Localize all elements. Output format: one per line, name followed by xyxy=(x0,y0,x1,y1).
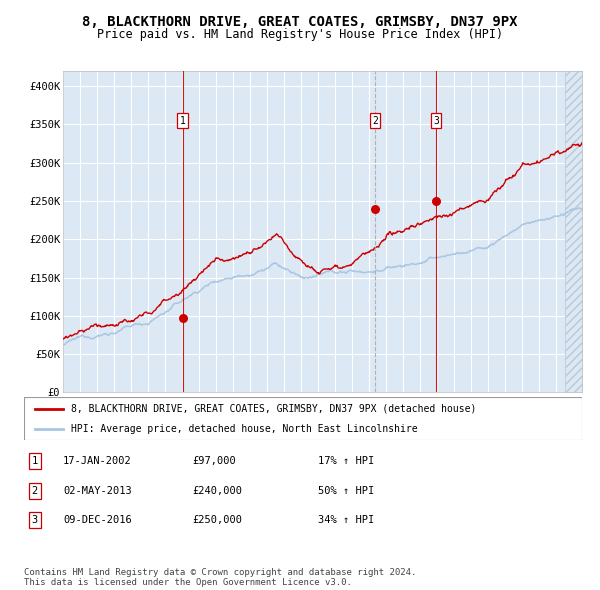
Text: 34% ↑ HPI: 34% ↑ HPI xyxy=(318,516,374,525)
Text: 09-DEC-2016: 09-DEC-2016 xyxy=(63,516,132,525)
Text: Contains HM Land Registry data © Crown copyright and database right 2024.
This d: Contains HM Land Registry data © Crown c… xyxy=(24,568,416,587)
Text: HPI: Average price, detached house, North East Lincolnshire: HPI: Average price, detached house, Nort… xyxy=(71,424,418,434)
Text: 1: 1 xyxy=(32,457,38,466)
Text: 50% ↑ HPI: 50% ↑ HPI xyxy=(318,486,374,496)
Text: 3: 3 xyxy=(32,516,38,525)
Text: 1: 1 xyxy=(180,116,186,126)
Text: Price paid vs. HM Land Registry's House Price Index (HPI): Price paid vs. HM Land Registry's House … xyxy=(97,28,503,41)
Text: 2: 2 xyxy=(372,116,378,126)
Text: £240,000: £240,000 xyxy=(192,486,242,496)
Text: 17-JAN-2002: 17-JAN-2002 xyxy=(63,457,132,466)
Text: £97,000: £97,000 xyxy=(192,457,236,466)
Text: 17% ↑ HPI: 17% ↑ HPI xyxy=(318,457,374,466)
Text: 02-MAY-2013: 02-MAY-2013 xyxy=(63,486,132,496)
Text: 8, BLACKTHORN DRIVE, GREAT COATES, GRIMSBY, DN37 9PX (detached house): 8, BLACKTHORN DRIVE, GREAT COATES, GRIMS… xyxy=(71,404,477,414)
Text: £250,000: £250,000 xyxy=(192,516,242,525)
Text: 8, BLACKTHORN DRIVE, GREAT COATES, GRIMSBY, DN37 9PX: 8, BLACKTHORN DRIVE, GREAT COATES, GRIMS… xyxy=(82,15,518,30)
Text: 2: 2 xyxy=(32,486,38,496)
Text: 3: 3 xyxy=(433,116,439,126)
